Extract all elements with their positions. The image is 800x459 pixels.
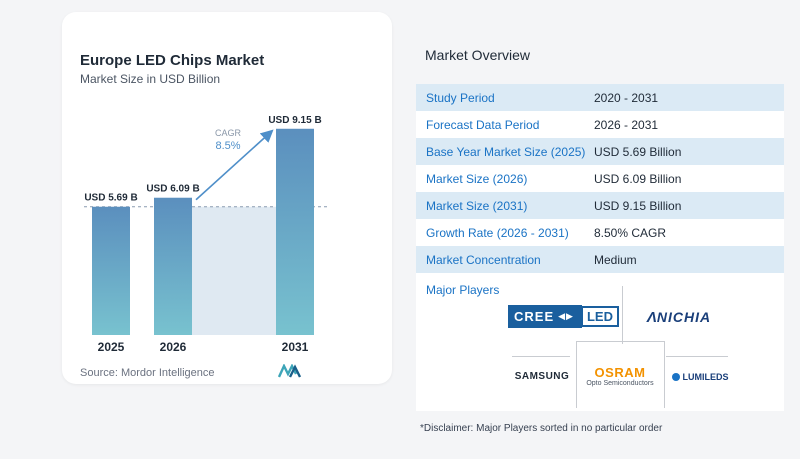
overview-row: Market Size (2026) USD 6.09 Billion bbox=[416, 165, 784, 192]
overview-label: Study Period bbox=[426, 90, 495, 105]
overview-value: USD 9.15 Billion bbox=[594, 198, 682, 213]
divider bbox=[664, 341, 665, 408]
cagr-label: CAGR bbox=[215, 128, 242, 138]
divider bbox=[666, 356, 728, 357]
data-label: USD 6.09 B bbox=[146, 184, 199, 195]
source-note: Source: Mordor Intelligence bbox=[80, 367, 215, 379]
data-label: USD 5.69 B bbox=[84, 193, 137, 204]
nichia-logo: Λ NICHIA bbox=[631, 307, 727, 327]
overview-table: Study Period 2020 - 2031 Forecast Data Per… bbox=[416, 84, 784, 273]
bar-chart: USD 5.69 B 2025 USD 6.09 B 2026 USD 9.15 B 20… bbox=[84, 115, 330, 354]
overview-label: Market Size (2026) bbox=[426, 171, 528, 186]
bar bbox=[92, 206, 130, 335]
overview-row: Base Year Market Size (2025) USD 5.69 Bil… bbox=[416, 138, 784, 165]
chart-title: Europe LED Chips Market bbox=[80, 52, 265, 69]
mordor-logo-icon bbox=[278, 364, 302, 378]
divider bbox=[622, 286, 623, 344]
divider bbox=[576, 341, 577, 408]
nichia-wordmark: NICHIA bbox=[656, 309, 712, 325]
x-tick-label: 2031 bbox=[282, 340, 309, 354]
cree-arrows-icon: ◀▶ bbox=[558, 310, 574, 321]
overview-value: 2020 - 2031 bbox=[594, 90, 659, 105]
overview-label: Base Year Market Size (2025) bbox=[426, 144, 586, 159]
overview-value: 2026 - 2031 bbox=[594, 117, 659, 132]
overview-row: Growth Rate (2026 - 2031) 8.50% CAGR bbox=[416, 219, 784, 246]
cagr-value: 8.5% bbox=[215, 140, 240, 152]
osram-logo: OSRAM Opto Semiconductors bbox=[580, 359, 660, 393]
overview-row: Forecast Data Period 2026 - 2031 bbox=[416, 111, 784, 138]
overview-row: Market Size (2031) USD 9.15 Billion bbox=[416, 192, 784, 219]
bar bbox=[154, 197, 192, 335]
overview-title: Market Overview bbox=[425, 47, 531, 63]
osram-wordmark: OSRAM bbox=[594, 365, 646, 380]
divider bbox=[512, 356, 570, 357]
samsung-logo: SAMSUNG bbox=[512, 367, 572, 385]
overview-label: Forecast Data Period bbox=[426, 117, 540, 132]
lumileds-dot-icon bbox=[671, 373, 680, 381]
overview-label: Growth Rate (2026 - 2031) bbox=[426, 225, 569, 240]
players-title: Major Players bbox=[426, 283, 500, 297]
overview-value: 8.50% CAGR bbox=[594, 225, 667, 240]
chart-card: Europe LED Chips Market Market Size in U… bbox=[62, 12, 392, 384]
cagr-arrow-icon bbox=[195, 129, 274, 201]
major-players-panel: Major Players CREE ◀▶ LED Λ NICHIA SAMSU… bbox=[416, 273, 784, 411]
overview-row: Market Concentration Medium bbox=[416, 246, 784, 273]
lumileds-logo: LUMILEDS bbox=[668, 369, 732, 385]
overview-value: Medium bbox=[594, 252, 637, 267]
samsung-wordmark: SAMSUNG bbox=[514, 370, 570, 382]
bar bbox=[276, 128, 314, 335]
data-label: USD 9.15 B bbox=[268, 115, 321, 126]
chart-subtitle: Market Size in USD Billion bbox=[80, 72, 221, 86]
overview-value: USD 5.69 Billion bbox=[594, 144, 682, 159]
cree-led-logo: CREE ◀▶ LED bbox=[508, 304, 619, 328]
overview-label: Market Concentration bbox=[426, 252, 541, 267]
x-tick-label: 2026 bbox=[160, 340, 187, 354]
cree-wordmark: CREE ◀▶ bbox=[508, 304, 582, 328]
overview-value: USD 6.09 Billion bbox=[594, 171, 682, 186]
overview-label: Market Size (2031) bbox=[426, 198, 528, 213]
osram-subtitle: Opto Semiconductors bbox=[586, 380, 654, 387]
x-tick-label: 2025 bbox=[98, 340, 125, 354]
lumileds-wordmark: LUMILEDS bbox=[682, 372, 729, 382]
led-wordmark: LED bbox=[580, 305, 619, 327]
disclaimer: *Disclaimer: Major Players sorted in no … bbox=[420, 423, 663, 434]
shaded-area bbox=[192, 206, 276, 335]
nichia-mark-icon: Λ bbox=[646, 308, 657, 326]
overview-row: Study Period 2020 - 2031 bbox=[416, 84, 784, 111]
divider bbox=[576, 341, 665, 342]
